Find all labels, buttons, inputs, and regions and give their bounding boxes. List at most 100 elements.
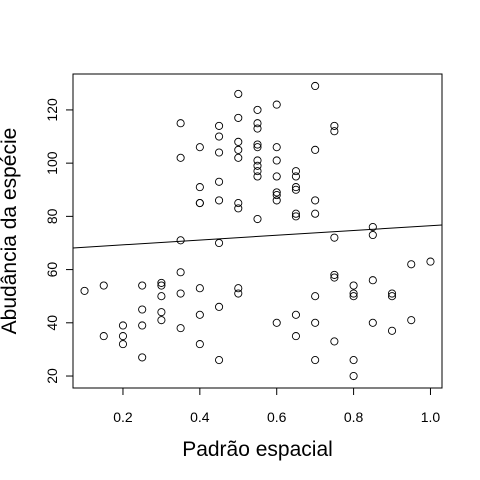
data-point (311, 145, 320, 154)
data-point (272, 100, 281, 109)
data-point (138, 281, 147, 290)
data-point (311, 292, 320, 301)
data-point (138, 353, 147, 362)
data-point (387, 292, 397, 301)
data-point (195, 199, 204, 208)
data-point (311, 318, 320, 327)
data-points (80, 81, 435, 381)
y-tick-label: 80 (44, 208, 60, 224)
data-point (253, 214, 262, 224)
data-point (291, 212, 300, 221)
data-point (118, 321, 128, 330)
plot-frame (72, 73, 443, 389)
data-point (215, 302, 224, 311)
data-point (253, 119, 262, 128)
data-point (253, 167, 262, 176)
x-tick-label: 0.2 (113, 409, 133, 425)
x-axis-label: Padrão espacial (182, 438, 333, 461)
data-point (234, 145, 243, 154)
data-point (234, 284, 243, 293)
data-point (291, 167, 300, 176)
data-point (387, 289, 397, 298)
x-tick-label: 0.4 (190, 409, 210, 425)
data-point (176, 236, 185, 245)
x-tick-label: 0.8 (344, 409, 364, 425)
data-point (253, 143, 262, 152)
data-point (291, 185, 300, 194)
x-tick-label: 1.0 (421, 409, 441, 425)
data-point (368, 276, 377, 285)
y-tick-label: 20 (44, 368, 60, 384)
y-tick-label: 120 (44, 98, 60, 122)
data-point (118, 340, 128, 349)
y-tick-label: 100 (44, 151, 60, 175)
y-axis: 20 40 60 80 100 120 (44, 98, 74, 384)
data-point (234, 204, 243, 213)
data-point (99, 281, 108, 290)
data-point (272, 196, 281, 205)
data-point (176, 119, 185, 128)
data-point (349, 281, 358, 290)
data-point (253, 105, 262, 114)
data-point (272, 172, 281, 181)
data-point (368, 318, 377, 327)
data-point (407, 316, 416, 325)
data-point (157, 292, 166, 301)
data-point (368, 222, 377, 232)
data-point (253, 172, 262, 181)
data-point (311, 209, 320, 218)
data-point (387, 326, 397, 335)
data-point (99, 332, 108, 341)
regression-line (72, 224, 443, 249)
data-point (234, 137, 243, 146)
data-point (330, 270, 339, 279)
data-point (215, 356, 224, 365)
data-point (291, 209, 300, 218)
data-point (215, 177, 224, 186)
x-tick-label: 0.6 (267, 409, 287, 425)
data-point (176, 153, 185, 162)
data-point (272, 318, 281, 327)
data-point (195, 143, 204, 152)
data-point (234, 289, 243, 298)
data-point (291, 310, 300, 319)
data-point (195, 284, 204, 293)
y-tick-label: 40 (44, 315, 60, 331)
data-point (195, 310, 204, 319)
data-point (330, 121, 339, 130)
data-point (176, 268, 185, 277)
data-point (311, 196, 320, 205)
data-point (157, 281, 166, 290)
data-point (253, 124, 262, 133)
data-point (234, 199, 243, 208)
data-point (215, 196, 224, 205)
data-point (349, 371, 358, 381)
data-point (407, 260, 416, 269)
data-point (349, 289, 358, 298)
data-point (234, 113, 243, 122)
data-point (118, 332, 128, 341)
data-point (215, 148, 224, 157)
data-point (311, 81, 320, 91)
data-point (349, 356, 358, 365)
data-point (176, 324, 185, 333)
data-point (291, 172, 300, 181)
y-axis-label: Abudância da espécie (0, 128, 21, 335)
data-point (195, 183, 204, 192)
data-point (272, 156, 281, 165)
data-point (330, 337, 339, 346)
data-point (157, 316, 166, 325)
data-point (80, 286, 89, 295)
data-point (368, 230, 377, 240)
data-point (272, 188, 281, 197)
data-point (349, 292, 358, 301)
data-point (330, 127, 339, 136)
data-point (215, 132, 224, 141)
data-point (234, 153, 243, 162)
data-point (253, 140, 262, 149)
data-point (330, 273, 339, 282)
x-axis: 0.2 0.4 0.6 0.8 1.0 (113, 387, 441, 425)
data-point (253, 156, 262, 165)
data-point (215, 238, 224, 248)
